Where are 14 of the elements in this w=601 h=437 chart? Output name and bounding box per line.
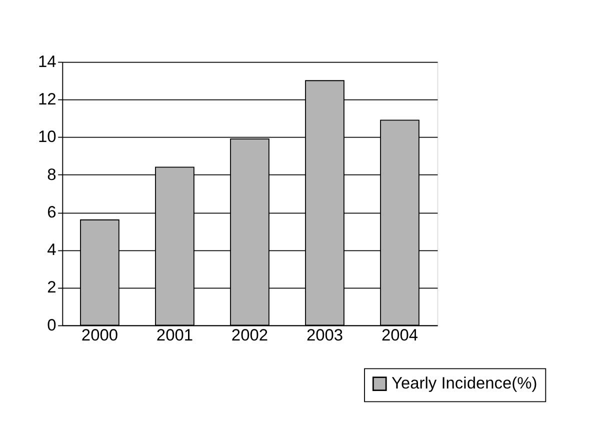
y-tick-label: 10 <box>38 128 56 146</box>
y-tick-label: 14 <box>38 52 56 71</box>
x-tick-label: 2004 <box>381 326 418 344</box>
x-tick-label: 2001 <box>156 326 194 344</box>
y-tick-label: 0 <box>47 316 56 334</box>
y-tick-label: 8 <box>47 166 56 184</box>
x-tick-label: 2003 <box>306 326 344 344</box>
y-tick-label: 2 <box>47 278 56 297</box>
y-tick-label: 4 <box>47 241 56 260</box>
y-tick-label: 6 <box>47 203 56 222</box>
x-tick-label: 2002 <box>231 326 268 344</box>
y-tick-label: 12 <box>38 90 56 108</box>
x-tick-label: 2000 <box>81 326 118 344</box>
legend-label: Yearly Incidence(%) <box>392 374 538 392</box>
